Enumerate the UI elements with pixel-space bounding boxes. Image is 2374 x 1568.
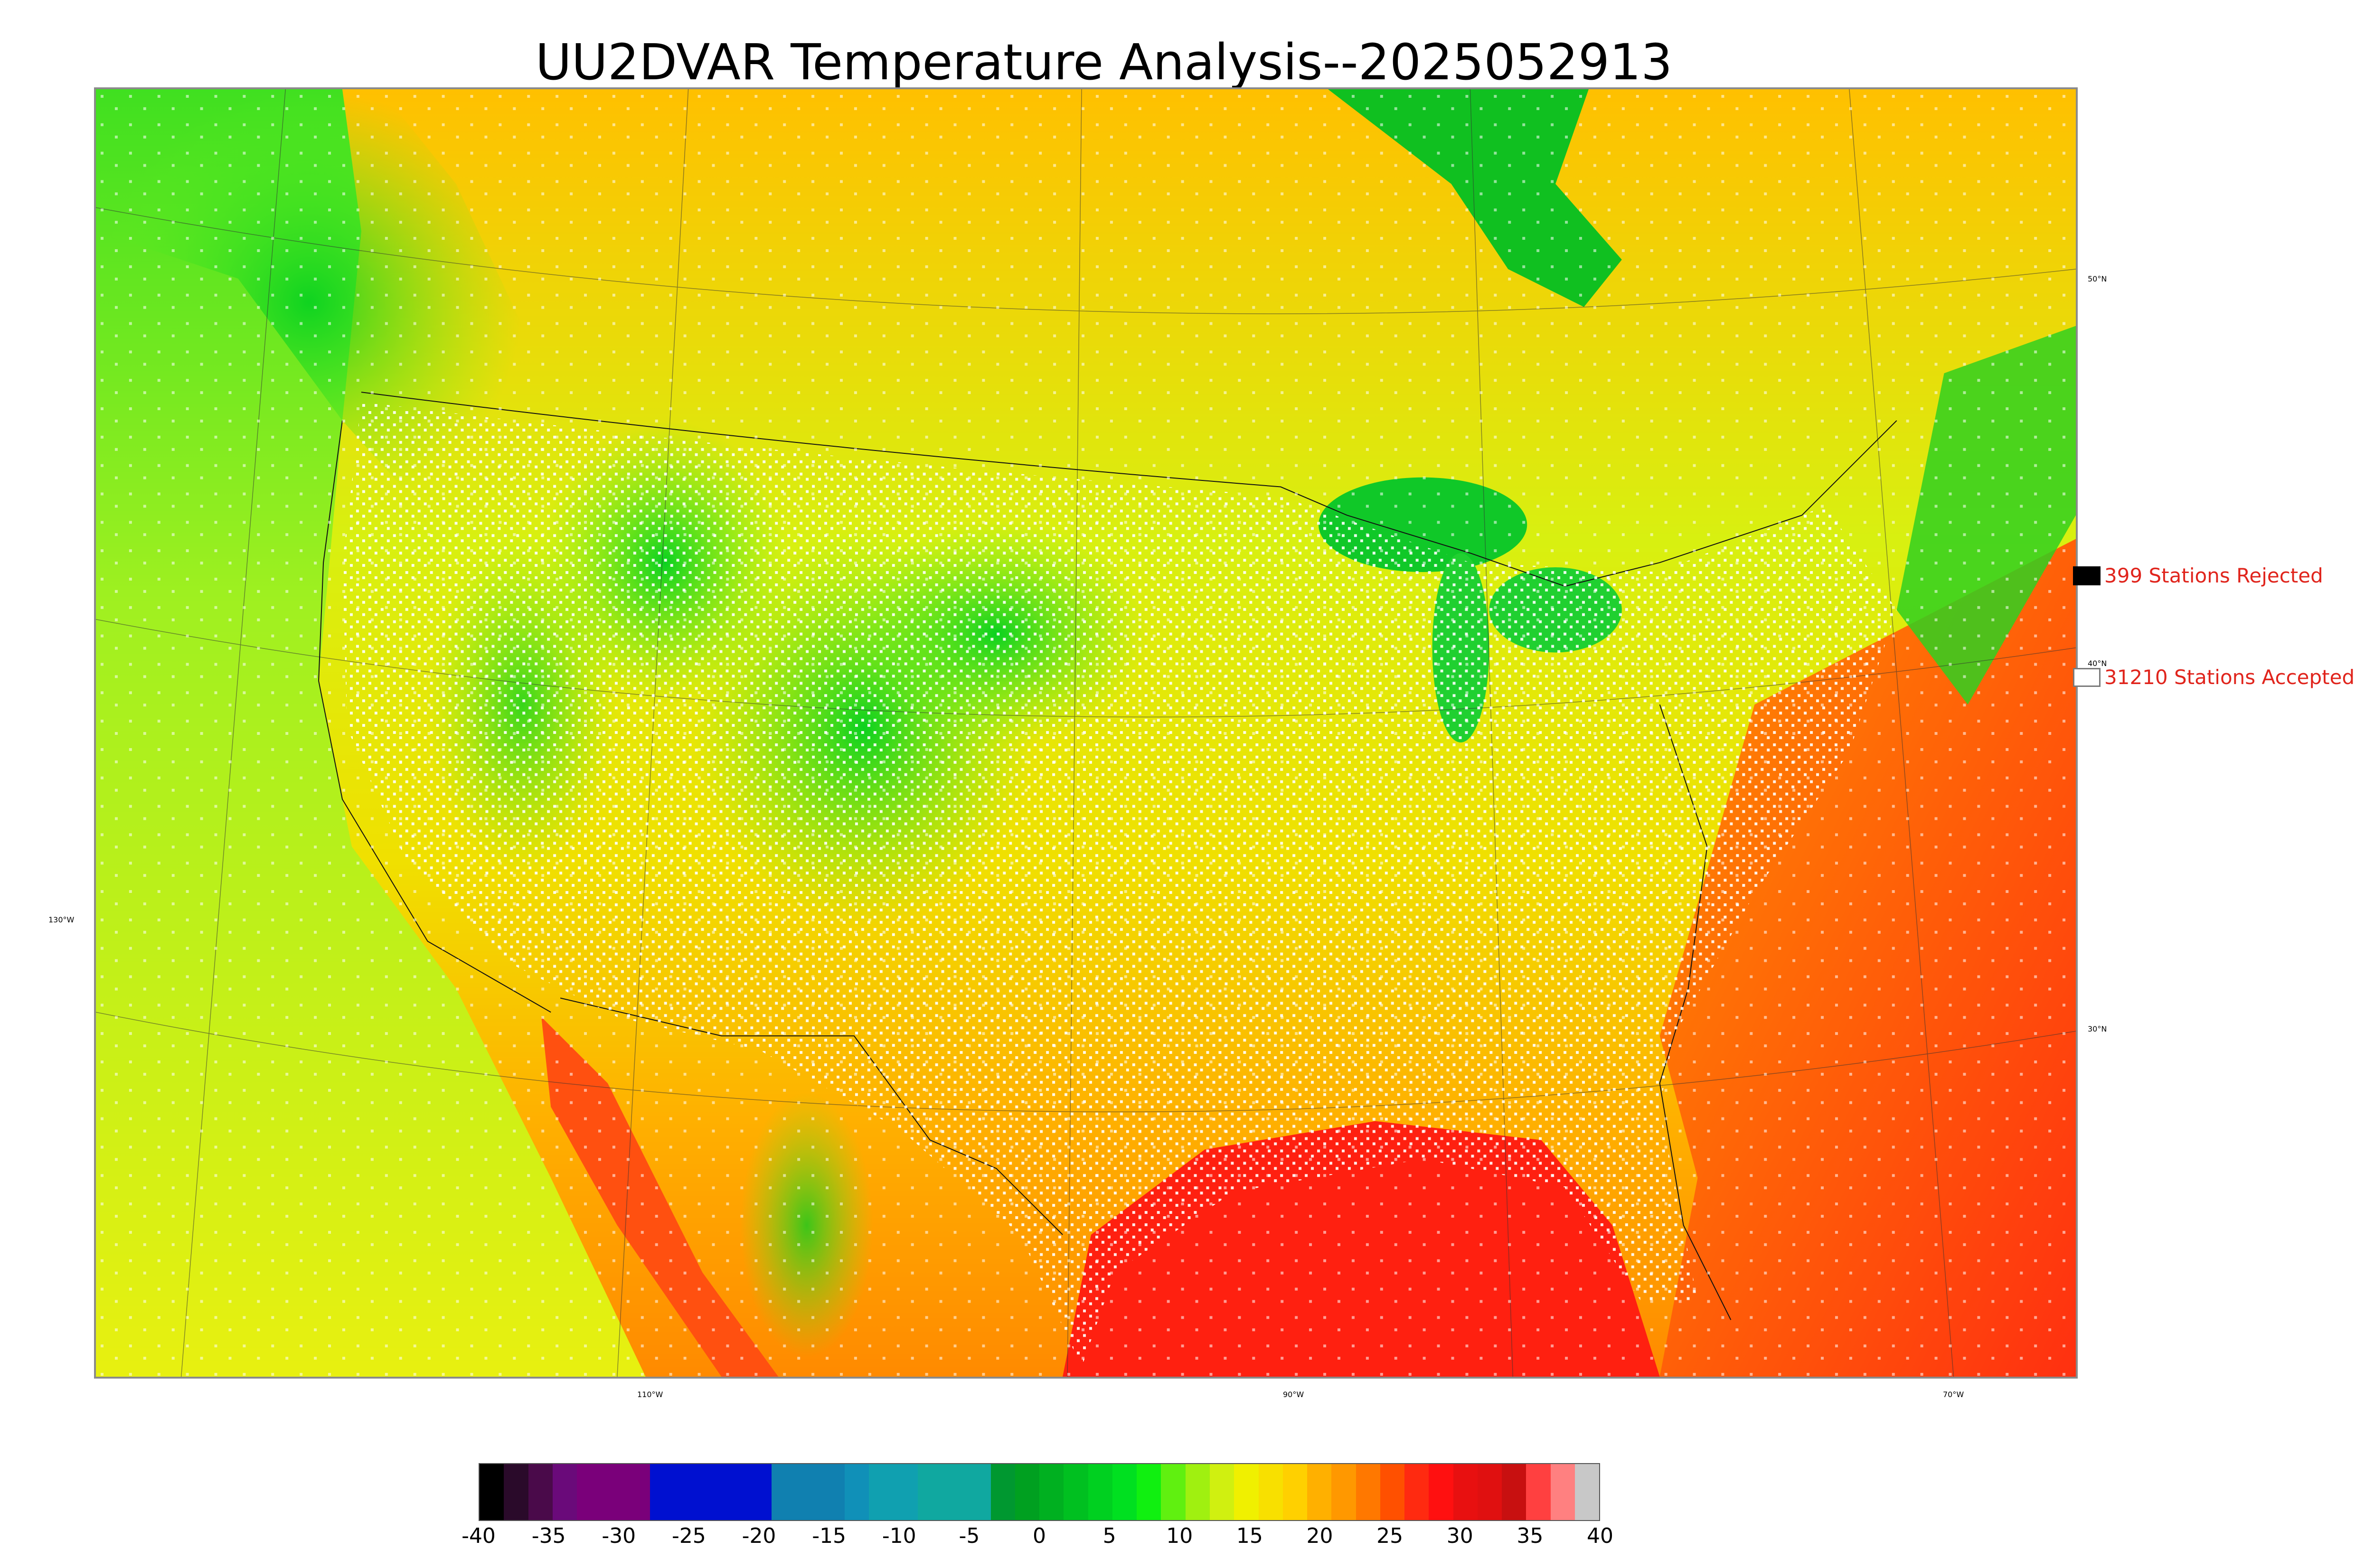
legend-accepted: 31210 Stations Accepted	[2073, 666, 2355, 689]
colorbar-segment	[577, 1464, 602, 1520]
colorbar-segment	[480, 1464, 504, 1520]
colorbar-segment	[528, 1464, 553, 1520]
colorbar-segment	[552, 1464, 577, 1520]
colorbar-segment	[1209, 1464, 1234, 1520]
lat-label-30n: 30°N	[2088, 1024, 2107, 1033]
colorbar-segment	[772, 1464, 796, 1520]
lon-label-130w: 130°W	[48, 915, 75, 924]
colorbar-segment	[1331, 1464, 1356, 1520]
colorbar-segment	[1404, 1464, 1429, 1520]
colorbar-segment	[1526, 1464, 1551, 1520]
colorbar-tick-label: 25	[1376, 1524, 1404, 1548]
colorbar-tick-label: -35	[531, 1524, 566, 1548]
colorbar-segment	[1088, 1464, 1112, 1520]
colorbar-segment	[723, 1464, 747, 1520]
colorbar-segment	[504, 1464, 528, 1520]
colorbar-segment	[1015, 1464, 1040, 1520]
colorbar-segment	[1502, 1464, 1526, 1520]
colorbar-segment	[1307, 1464, 1332, 1520]
colorbar-tick-label: -40	[462, 1524, 496, 1548]
colorbar-segment	[1185, 1464, 1210, 1520]
colorbar-segment	[1429, 1464, 1453, 1520]
lat-label-50n: 50°N	[2088, 274, 2107, 283]
legend-rejected: 399 Stations Rejected	[2073, 564, 2323, 587]
colorbar-segment	[1477, 1464, 1502, 1520]
colorbar-segment	[674, 1464, 699, 1520]
colorbar-segment	[796, 1464, 820, 1520]
colorbar-segment	[1550, 1464, 1575, 1520]
colorbar-tick-label: 20	[1306, 1524, 1333, 1548]
map-title: UU2DVAR Temperature Analysis--2025052913	[535, 33, 1673, 91]
colorbar-segment	[942, 1464, 967, 1520]
lat-label-40n: 40°N	[2088, 659, 2107, 668]
colorbar-segment	[820, 1464, 845, 1520]
colorbar-segment	[1282, 1464, 1308, 1520]
colorbar-tick-label: -5	[959, 1524, 980, 1548]
colorbar-tick-label: 35	[1517, 1524, 1544, 1548]
colorbar-segment	[917, 1464, 942, 1520]
colorbar-segment	[601, 1464, 626, 1520]
colorbar-tick-label: -20	[742, 1524, 776, 1548]
colorbar-tick-label: -30	[602, 1524, 636, 1548]
colorbar-segment	[650, 1464, 675, 1520]
colorbar-segment	[698, 1464, 723, 1520]
colorbar-tick-label: -25	[671, 1524, 706, 1548]
map-canvas	[96, 89, 2076, 1377]
temperature-colorbar	[479, 1463, 1600, 1521]
colorbar-tick-label: 10	[1166, 1524, 1193, 1548]
colorbar-tick-label: 5	[1102, 1524, 1116, 1548]
colorbar-segment	[1574, 1464, 1600, 1520]
colorbar-segment	[1161, 1464, 1186, 1520]
colorbar-segment	[1064, 1464, 1088, 1520]
colorbar-segment	[869, 1464, 894, 1520]
colorbar-tick-label: -15	[812, 1524, 847, 1548]
colorbar-tick-label: -10	[882, 1524, 916, 1548]
colorbar-segment	[1380, 1464, 1405, 1520]
colorbar-segment	[1039, 1464, 1064, 1520]
colorbar-segment	[1453, 1464, 1478, 1520]
temperature-map: 50°N 40°N 30°N 130°W 110°W 90°W 70°W	[48, 87, 2107, 1399]
colorbar-segment	[1258, 1464, 1283, 1520]
rejected-swatch	[2073, 566, 2101, 585]
lon-label-90w: 90°W	[1283, 1390, 1304, 1399]
accepted-label: 31210 Stations Accepted	[2104, 666, 2355, 689]
colorbar-segment	[990, 1464, 1015, 1520]
colorbar-segment	[1112, 1464, 1137, 1520]
colorbar-segment	[844, 1464, 869, 1520]
colorbar-tick-label: 15	[1236, 1524, 1263, 1548]
colorbar-segment	[893, 1464, 918, 1520]
colorbar-segment	[966, 1464, 991, 1520]
lon-label-70w: 70°W	[1943, 1390, 1964, 1399]
accepted-swatch	[2073, 667, 2101, 687]
colorbar-tick-label: 40	[1587, 1524, 1613, 1548]
colorbar-segment	[625, 1464, 650, 1520]
colorbar-segment	[1137, 1464, 1161, 1520]
colorbar-segment	[1234, 1464, 1259, 1520]
lon-label-110w: 110°W	[637, 1390, 663, 1399]
colorbar-tick-label: 0	[1033, 1524, 1046, 1548]
colorbar-tick-label: 30	[1446, 1524, 1473, 1548]
rejected-label: 399 Stations Rejected	[2104, 564, 2323, 587]
colorbar-segment	[1356, 1464, 1380, 1520]
colorbar-segment	[747, 1464, 772, 1520]
